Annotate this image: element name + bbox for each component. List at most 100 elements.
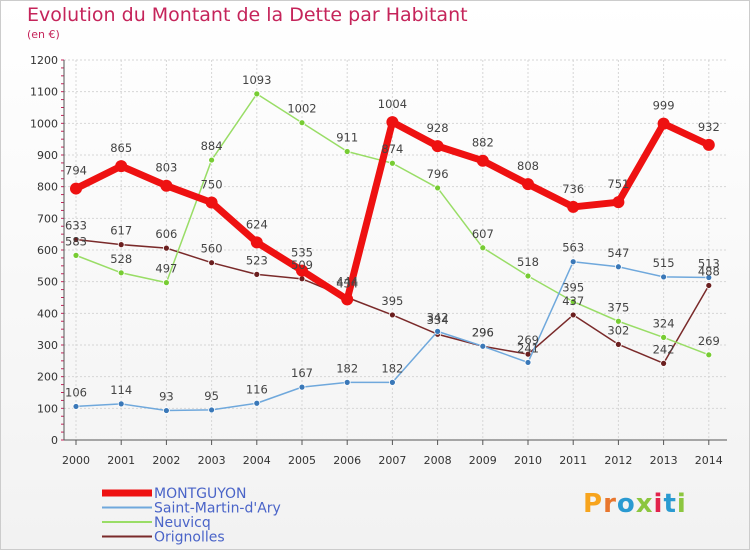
logo-letter: x [635, 489, 654, 519]
data-label: 95 [204, 389, 219, 403]
series-point-3 [569, 311, 577, 319]
data-label: 865 [110, 141, 132, 155]
x-tick-label: 2009 [469, 454, 497, 467]
logo-letter: o [616, 489, 636, 519]
series-point-0 [115, 160, 128, 173]
x-tick-label: 2013 [650, 454, 678, 467]
y-tick-label: 600 [37, 244, 58, 257]
series-point-0 [386, 116, 399, 129]
series-point-3 [660, 359, 667, 367]
data-label: 302 [607, 323, 629, 337]
data-label: 518 [517, 255, 539, 269]
data-label: 1002 [287, 102, 316, 116]
data-label: 242 [653, 342, 675, 356]
logo-letter: i [653, 489, 664, 519]
data-label: 513 [698, 257, 720, 271]
series-point-3 [117, 241, 125, 249]
series-point-0 [657, 117, 670, 130]
series-point-1 [524, 359, 532, 366]
series-point-0 [567, 200, 580, 213]
data-label: 882 [472, 136, 494, 150]
x-tick-label: 2001 [107, 454, 135, 467]
series-point-2 [479, 244, 487, 252]
data-label: 563 [562, 241, 584, 255]
data-label: 751 [607, 177, 629, 191]
series-point-3 [253, 270, 261, 278]
series-point-2 [569, 298, 577, 306]
x-tick-label: 2000 [62, 454, 90, 467]
x-tick-label: 2008 [424, 454, 452, 467]
data-label: 269 [517, 333, 539, 347]
data-label: 106 [65, 385, 87, 399]
data-label: 750 [201, 178, 223, 192]
series-point-0 [70, 182, 82, 195]
series-point-2 [208, 156, 216, 164]
data-label: 633 [65, 219, 87, 233]
data-label: 395 [562, 281, 584, 295]
series-point-1 [388, 378, 396, 386]
series-point-3 [615, 340, 622, 348]
data-label: 296 [472, 325, 494, 339]
y-tick-label: 200 [37, 371, 58, 384]
data-label: 324 [653, 316, 675, 330]
data-label: 114 [110, 383, 132, 397]
data-label: 1093 [242, 73, 271, 87]
x-tick-label: 2004 [243, 454, 271, 467]
legend: MONTGUYONSaint-Martin-d'AryNeuvicqOrigno… [102, 486, 281, 546]
data-label: 624 [246, 217, 268, 231]
x-tick-label: 2002 [152, 454, 180, 467]
y-tick-label: 400 [37, 307, 58, 320]
series-point-2 [524, 272, 532, 280]
data-label: 167 [291, 366, 313, 380]
series-point-0 [431, 140, 444, 153]
data-label: 182 [381, 361, 403, 375]
series-point-0 [476, 154, 489, 167]
series-point-0 [205, 196, 218, 209]
series-point-2 [162, 279, 170, 287]
y-tick-label: 1000 [30, 117, 58, 130]
data-label: 911 [336, 131, 358, 145]
data-labels: 794 865 803 750 624 535 444 1004 928 882 808 736 751… [65, 73, 720, 404]
x-tick-label: 2005 [288, 454, 316, 467]
series-point-1 [615, 263, 622, 271]
data-label: 736 [562, 182, 584, 196]
proxiti-logo: Proxiti [583, 489, 687, 519]
y-tick-label: 500 [37, 276, 58, 289]
data-label: 241 [517, 341, 539, 355]
series-point-3 [705, 282, 713, 289]
logo-letter: t [663, 489, 677, 519]
series-point-1 [569, 258, 577, 266]
data-label: 1004 [378, 97, 407, 111]
data-label: 884 [201, 139, 223, 153]
series-point-0 [612, 196, 625, 209]
series-point-2 [388, 159, 396, 167]
data-label: 528 [110, 252, 132, 266]
x-tick-label: 2012 [604, 454, 632, 467]
series-point-2 [117, 269, 125, 277]
data-label: 560 [201, 242, 223, 256]
y-tick-label: 700 [37, 212, 58, 225]
data-label: 269 [698, 334, 720, 348]
data-label: 296 [472, 325, 494, 339]
series-point-1 [253, 399, 261, 407]
series-point-1 [208, 406, 216, 414]
series-point-1 [72, 403, 80, 410]
data-label: 182 [336, 361, 358, 375]
series-point-1 [660, 273, 667, 281]
series-point-3 [208, 259, 216, 267]
series-point-2 [705, 351, 713, 359]
series-point-2 [298, 119, 306, 127]
y-tick-label: 100 [37, 402, 58, 415]
series-point-0 [160, 179, 173, 192]
series-group [70, 90, 715, 414]
data-label: 803 [155, 161, 177, 175]
data-label: 547 [607, 246, 629, 260]
series-point-3 [162, 244, 170, 252]
chart-subtitle: (en €) [27, 28, 60, 41]
data-label: 395 [381, 294, 403, 308]
series-point-3 [388, 311, 396, 319]
data-label: 342 [427, 310, 449, 324]
series-point-2 [660, 333, 667, 341]
legend-label: Saint-Martin-d'Ary [154, 501, 281, 517]
